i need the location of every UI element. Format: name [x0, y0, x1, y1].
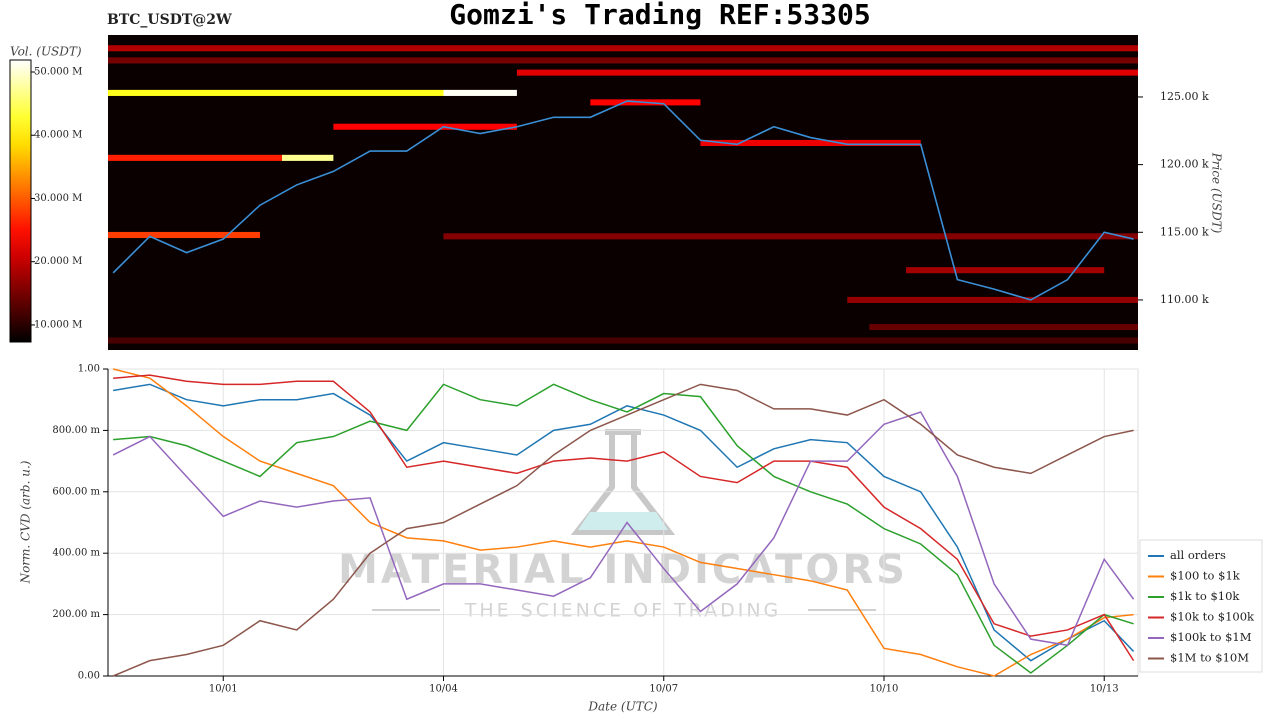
x-tick-label: 10/01 — [209, 684, 238, 695]
price-line — [112, 100, 1134, 301]
heat-cell — [333, 123, 517, 130]
symbol-label: BTC_USDT@2W — [107, 12, 232, 28]
legend-label: $10k to $100k — [1170, 610, 1255, 624]
y-tick-label: 200.00 m — [52, 609, 100, 620]
legend-label: $1M to $10M — [1170, 651, 1249, 665]
y-tick-label: 120.00 k — [1160, 158, 1209, 171]
y-tick-label: 125.00 k — [1160, 90, 1209, 103]
x-tick-label: 10/10 — [870, 684, 899, 695]
watermark-subtext: THE SCIENCE OF TRADING — [464, 600, 782, 622]
heat-cell — [869, 323, 1138, 331]
series-line — [113, 383, 1135, 662]
watermark: MATERIAL INDICATORS THE SCIENCE OF TRADI… — [338, 429, 908, 622]
y-tick-label: 1.00 — [78, 364, 100, 375]
series-line — [112, 411, 1135, 647]
watermark-liquid — [578, 512, 668, 530]
heat-cell — [700, 139, 921, 147]
colorbar-tick-label: 10.000 M — [34, 319, 82, 330]
y-tick-label: 0.00 — [78, 671, 100, 682]
heat-cell — [847, 296, 1138, 303]
y-tick-label: 400.00 m — [52, 548, 100, 559]
legend-box — [1139, 539, 1263, 673]
heat-cell — [108, 337, 1138, 344]
heat-cell — [906, 267, 1105, 274]
x-tick-label: 10/07 — [649, 684, 678, 695]
y-axis-label: Norm. CVD (arb. u.) — [19, 460, 33, 584]
x-axis-label: Date (UTC) — [587, 700, 657, 714]
colorbar-tick-label: 40.000 M — [34, 130, 82, 141]
watermark-flask — [570, 429, 676, 535]
colorbar — [9, 59, 32, 343]
legend-label: all orders — [1170, 548, 1226, 562]
heat-cell — [516, 69, 1138, 76]
heat-cell — [108, 89, 444, 96]
chart-title: Gomzi's Trading REF:53305 — [449, 0, 870, 31]
heat-cell — [281, 154, 334, 161]
heat-cell — [443, 233, 1138, 240]
legend-label: $1k to $10k — [1170, 589, 1240, 603]
series-line — [112, 368, 1134, 677]
y-tick-label: 800.00 m — [52, 425, 100, 436]
series-line — [113, 383, 1134, 674]
heat-cell — [443, 89, 517, 96]
colorbar-tick-label: 20.000 M — [34, 256, 82, 267]
y-tick-label: 600.00 m — [52, 486, 100, 497]
colorbar-label: Vol. (USDT) — [10, 45, 82, 59]
x-tick-label: 10/13 — [1090, 684, 1119, 695]
series-line — [112, 383, 1134, 677]
watermark-text: MATERIAL INDICATORS — [338, 547, 908, 593]
colorbar-tick-label: 30.000 M — [34, 193, 82, 204]
y-tick-label: 110.00 k — [1160, 293, 1209, 306]
legend-label: $100k to $1M — [1170, 630, 1252, 644]
series-line — [113, 374, 1135, 662]
heat-cell — [108, 45, 1138, 52]
heat-cell — [108, 231, 260, 239]
y-axis-label: Price (USDT) — [1210, 152, 1224, 234]
y-tick-label: 115.00 k — [1160, 225, 1209, 238]
heat-cell — [108, 154, 282, 161]
x-tick-label: 10/04 — [429, 684, 458, 695]
legend-label: $100 to $1k — [1170, 569, 1241, 583]
heat-cell — [108, 57, 1138, 64]
colorbar-tick-label: 50.000 M — [34, 67, 82, 78]
